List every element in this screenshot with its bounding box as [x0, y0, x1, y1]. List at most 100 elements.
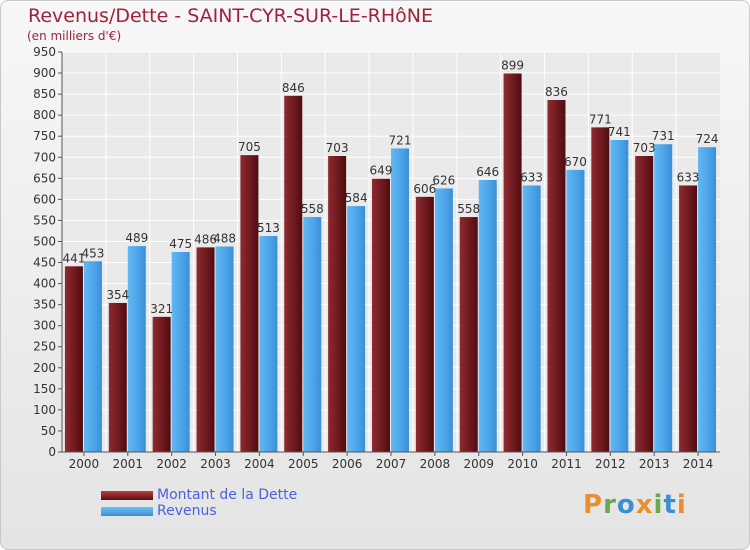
- bar-debt: [152, 316, 171, 452]
- data-label: 633: [677, 170, 700, 184]
- bar-revenue: [259, 236, 278, 452]
- data-label: 649: [370, 164, 393, 178]
- x-tick-label: 2011: [551, 457, 582, 471]
- y-tick-label: 100: [33, 403, 56, 417]
- bar-revenue: [522, 185, 541, 452]
- bar-revenue: [347, 206, 366, 452]
- data-label: 488: [213, 232, 236, 246]
- y-tick-label: 650: [33, 171, 56, 185]
- x-tick-label: 2013: [639, 457, 670, 471]
- logo-letter: i: [653, 490, 664, 520]
- y-tick-label: 300: [33, 319, 56, 333]
- y-tick-label: 950: [33, 45, 56, 59]
- bar-debt: [284, 95, 303, 452]
- data-label: 354: [106, 288, 129, 302]
- legend-item-revenue: Revenus: [101, 503, 297, 519]
- legend-swatch-revenue: [101, 506, 153, 516]
- data-label: 626: [432, 173, 455, 187]
- x-tick-label: 2012: [595, 457, 626, 471]
- logo-letter: P: [583, 490, 604, 520]
- bar-debt: [415, 196, 434, 452]
- data-label: 846: [282, 81, 305, 95]
- x-tick-label: 2009: [463, 457, 494, 471]
- data-label: 441: [62, 251, 85, 265]
- data-label: 646: [476, 165, 499, 179]
- data-label: 321: [150, 302, 173, 316]
- data-label: 731: [652, 129, 675, 143]
- logo-letter: o: [616, 490, 636, 520]
- logo-letter: r: [603, 490, 617, 520]
- x-tick-label: 2014: [683, 457, 714, 471]
- data-label: 703: [633, 141, 656, 155]
- bar-debt: [328, 156, 347, 452]
- chart-subtitle: (en milliers d'€): [27, 29, 122, 43]
- data-label: 703: [326, 141, 349, 155]
- data-label: 771: [589, 112, 612, 126]
- y-tick-label: 50: [41, 424, 56, 438]
- bar-debt: [372, 178, 390, 452]
- data-label: 489: [125, 231, 148, 245]
- x-tick-label: 2003: [200, 457, 231, 471]
- bar-revenue: [478, 180, 497, 452]
- bar-revenue: [391, 148, 409, 452]
- bar-debt: [108, 302, 127, 452]
- data-label: 584: [345, 191, 368, 205]
- y-tick-label: 500: [33, 234, 56, 248]
- y-tick-label: 400: [33, 277, 56, 291]
- bar-debt: [459, 217, 478, 452]
- bar-revenue: [654, 144, 673, 453]
- x-tick-label: 2010: [507, 457, 538, 471]
- x-tick-label: 2006: [332, 457, 363, 471]
- x-tick-label: 2007: [376, 457, 407, 471]
- bar-revenue: [303, 217, 322, 452]
- logo-letter: t: [663, 490, 677, 520]
- data-label: 513: [257, 221, 280, 235]
- x-tick-label: 2001: [113, 457, 144, 471]
- data-label: 558: [301, 202, 324, 216]
- y-tick-label: 850: [33, 87, 56, 101]
- data-label: 721: [389, 133, 412, 147]
- bar-revenue: [610, 140, 629, 452]
- y-tick-label: 600: [33, 192, 56, 206]
- logo-letter: i: [676, 490, 687, 520]
- data-label: 670: [564, 155, 587, 169]
- y-tick-label: 750: [33, 129, 56, 143]
- data-label: 453: [81, 246, 104, 260]
- bar-debt: [591, 127, 610, 453]
- bar-debt: [503, 73, 522, 452]
- bar-debt: [679, 185, 698, 452]
- x-tick-label: 2004: [244, 457, 275, 471]
- y-tick-label: 550: [33, 213, 56, 227]
- y-tick-label: 900: [33, 66, 56, 80]
- legend-label-revenue: Revenus: [157, 503, 217, 519]
- y-tick-label: 700: [33, 150, 56, 164]
- y-tick-label: 150: [33, 382, 56, 396]
- y-tick-label: 250: [33, 340, 56, 354]
- legend-swatch-debt: [101, 490, 153, 500]
- x-tick-label: 2008: [420, 457, 451, 471]
- x-tick-label: 2005: [288, 457, 319, 471]
- bar-debt: [547, 100, 566, 452]
- bar-revenue: [698, 147, 717, 452]
- y-tick-label: 800: [33, 108, 56, 122]
- bar-debt: [240, 155, 259, 452]
- data-label: 705: [238, 140, 261, 154]
- data-label: 475: [169, 237, 192, 251]
- data-label: 606: [413, 182, 436, 196]
- bar-revenue: [83, 261, 102, 452]
- logo-letter: x: [635, 490, 654, 520]
- y-tick-label: 0: [48, 445, 56, 459]
- bar-revenue: [434, 188, 453, 452]
- legend-item-debt: Montant de la Dette: [101, 487, 297, 503]
- bar-revenue: [127, 246, 146, 452]
- proxiti-logo: Proxiti: [583, 490, 687, 520]
- legend: Montant de la Dette Revenus: [101, 487, 297, 519]
- bar-debt: [196, 247, 215, 452]
- y-tick-label: 200: [33, 361, 56, 375]
- bar-revenue: [566, 169, 585, 453]
- y-tick-label: 350: [33, 298, 56, 312]
- data-label: 899: [501, 58, 524, 72]
- data-label: 633: [520, 170, 543, 184]
